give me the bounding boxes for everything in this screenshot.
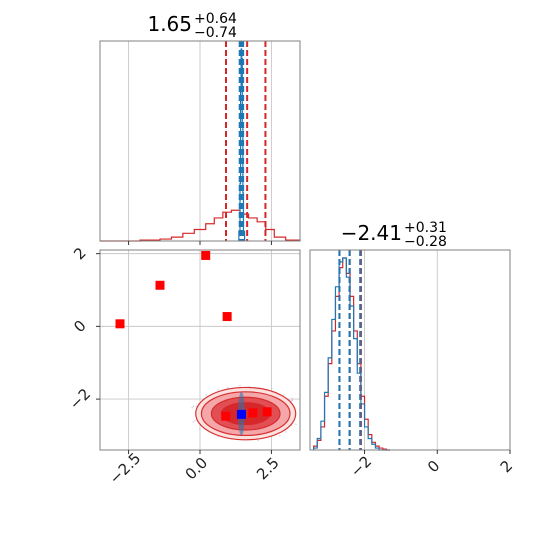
- p2-tick-label-y-0: −2: [66, 385, 94, 413]
- p2-sample-point: [227, 387, 229, 389]
- p2-marker-7: [236, 409, 246, 419]
- p2-sample-point: [291, 397, 293, 400]
- p2-sample-point: [239, 384, 241, 387]
- p2-sample-point: [285, 431, 288, 433]
- p1-title: −2.41 +0.31−0.28: [341, 220, 447, 250]
- p2-sample-point: [194, 419, 196, 422]
- p1-title-median: −2.41: [341, 221, 402, 245]
- p2-sample-point: [192, 420, 194, 423]
- p2-marker-4: [221, 411, 231, 421]
- p2-sample-point: [278, 434, 281, 437]
- p2-sample-point: [295, 423, 297, 426]
- p2-sample-point: [282, 394, 285, 396]
- p2-tick-label-x-1: 0.0: [182, 454, 212, 484]
- p2-panel: −2.5 0.0 2.5 −2 0 2: [66, 244, 301, 488]
- p2-marker-5: [248, 408, 258, 418]
- p2-tick-label-y-2: 2: [70, 244, 89, 263]
- p1-tick-label-x-1: 0: [424, 457, 443, 476]
- p2-marker-6: [262, 407, 272, 417]
- p1-title-upper: +0.31: [404, 220, 447, 236]
- p2-marker-0: [115, 319, 125, 329]
- p2-sample-point: [195, 405, 198, 408]
- p1-tick-label-x-0: −2: [347, 452, 375, 480]
- p2-sample-point: [191, 406, 193, 409]
- p1-panel: −2 0 2 −2.41 +0.31−0.28: [309, 220, 516, 481]
- p1-frame: [309, 249, 511, 451]
- p0-title-median: 1.65: [147, 12, 192, 36]
- p2-sample-point: [257, 439, 259, 442]
- p2-sample-point: [192, 405, 195, 408]
- p0-title-lower: −0.74: [194, 25, 237, 41]
- p2-sample-point: [217, 389, 219, 391]
- p2-sample-point: [205, 393, 207, 396]
- p2-tick-label-y-1: 0: [70, 317, 89, 336]
- p0-title-upper: +0.64: [194, 11, 237, 27]
- p2-sample-point: [198, 427, 201, 430]
- p1-tick-label-x-2: 2: [497, 457, 516, 476]
- p2-marker-1: [155, 280, 165, 290]
- p2-sample-point: [290, 400, 293, 402]
- p2-tick-label-x-2: 2.5: [253, 454, 283, 484]
- p2-sample-point: [271, 387, 273, 390]
- p1-title-lower: −0.28: [404, 234, 447, 250]
- p0-title: 1.65 +0.64−0.74: [147, 11, 237, 41]
- p2-marker-3: [222, 312, 232, 322]
- p2-marker-2: [201, 250, 211, 260]
- p2-tick-label-x-0: −2.5: [106, 449, 144, 487]
- p0-panel: 1.65 +0.64−0.74: [99, 11, 301, 245]
- p1-hist-series-1: [313, 257, 390, 451]
- p0-hist-series-0: [100, 209, 301, 242]
